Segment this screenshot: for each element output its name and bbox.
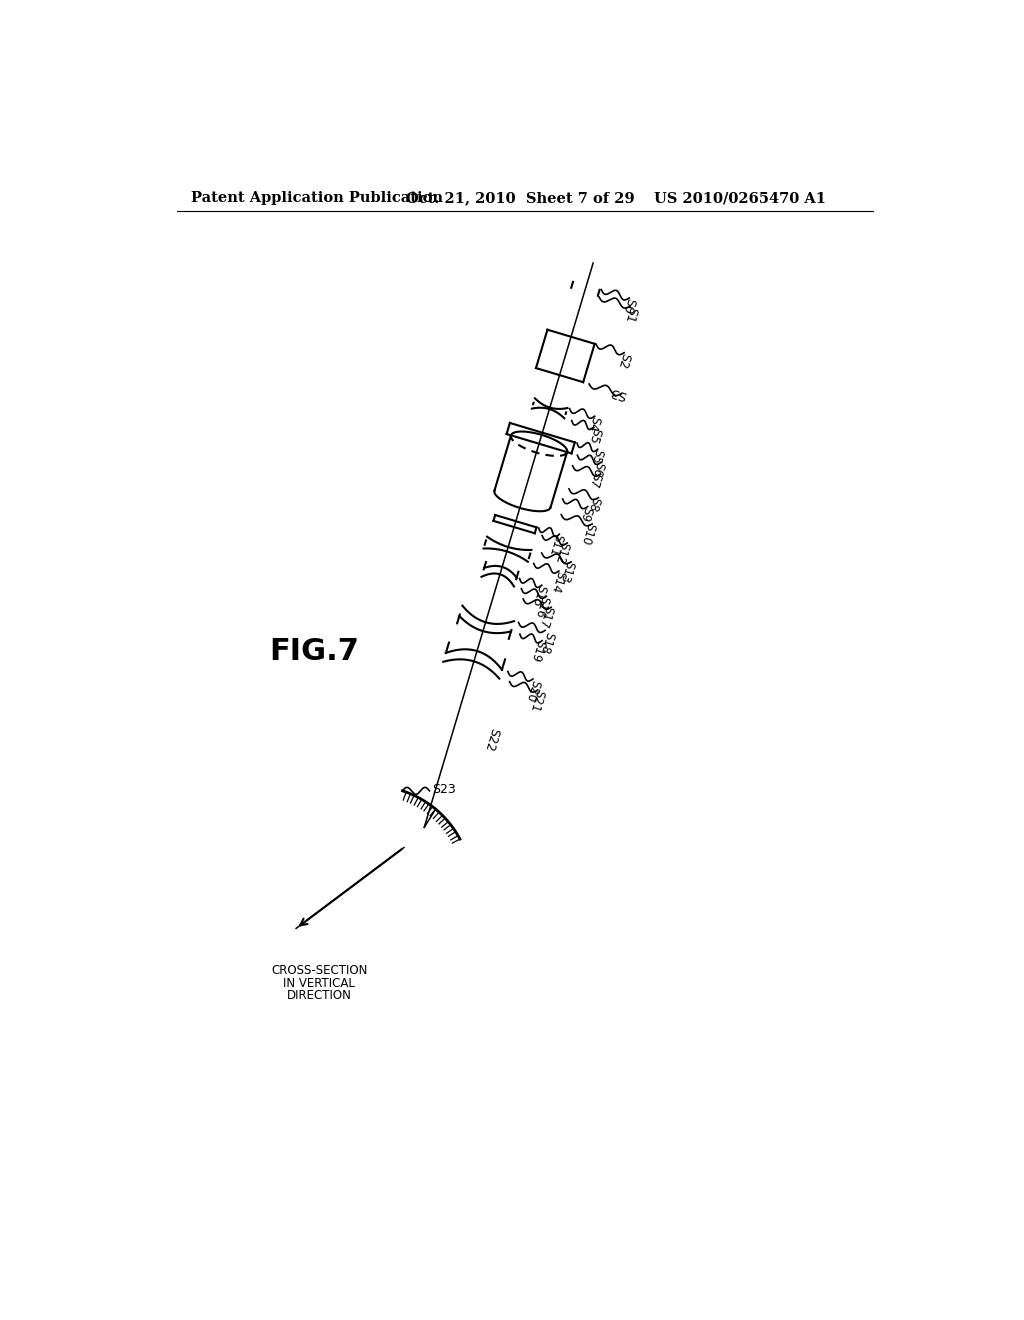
Text: S11: S11 <box>546 532 565 557</box>
Text: S13: S13 <box>557 560 575 585</box>
Text: DIRECTION: DIRECTION <box>287 989 351 1002</box>
Text: Patent Application Publication: Patent Application Publication <box>190 191 442 206</box>
Text: CROSS-SECTION: CROSS-SECTION <box>271 964 368 977</box>
Text: S21: S21 <box>526 689 546 714</box>
Text: S10: S10 <box>579 521 597 546</box>
Text: S17: S17 <box>536 605 554 630</box>
Text: S3: S3 <box>608 384 628 401</box>
Text: S2: S2 <box>614 351 632 370</box>
Text: S15: S15 <box>529 583 548 609</box>
Text: S8: S8 <box>585 495 602 512</box>
Text: FIG.7: FIG.7 <box>269 636 359 665</box>
Text: S7: S7 <box>586 471 602 488</box>
Text: S5: S5 <box>588 447 604 466</box>
Text: US 2010/0265470 A1: US 2010/0265470 A1 <box>654 191 826 206</box>
Text: S6: S6 <box>589 459 606 478</box>
Text: S1: S1 <box>622 305 639 323</box>
Text: S22: S22 <box>481 726 501 752</box>
Text: S0: S0 <box>620 297 637 315</box>
Text: S23: S23 <box>432 783 456 796</box>
Text: Oct. 21, 2010  Sheet 7 of 29: Oct. 21, 2010 Sheet 7 of 29 <box>407 191 635 206</box>
Text: S9: S9 <box>578 504 594 523</box>
Text: S5: S5 <box>586 426 603 445</box>
Text: S12: S12 <box>552 540 570 565</box>
Text: IN VERTICAL: IN VERTICAL <box>284 977 355 990</box>
Text: S16: S16 <box>532 594 551 619</box>
Text: S20: S20 <box>523 678 542 704</box>
Text: S19: S19 <box>527 639 547 664</box>
Text: S4: S4 <box>585 414 602 433</box>
Text: S18: S18 <box>537 630 556 655</box>
Text: S14: S14 <box>548 570 566 595</box>
